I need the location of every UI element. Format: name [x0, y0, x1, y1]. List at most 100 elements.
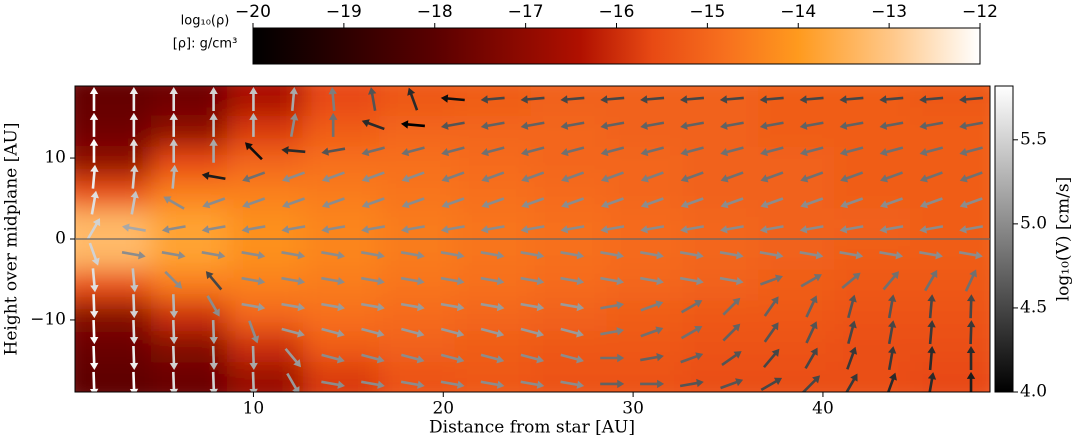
velocity-arrow	[679, 378, 704, 388]
density-colorbar	[252, 27, 981, 65]
velocity-arrow	[799, 95, 824, 104]
velocity-arrow	[121, 251, 146, 260]
density-cell	[150, 269, 228, 302]
density-cell	[75, 86, 152, 117]
velocity-arrow	[441, 171, 465, 183]
density-cell	[75, 362, 152, 392]
density-cell	[226, 331, 304, 363]
velocity-arrow	[561, 171, 585, 183]
velocity-arrow	[89, 86, 99, 111]
x-tick-label: 40	[812, 399, 834, 419]
velocity-arrow	[804, 347, 818, 370]
velocity-arrow	[840, 171, 864, 183]
velocity-arrow	[927, 372, 937, 392]
velocity-arrow	[360, 302, 385, 312]
x-tick-label: 20	[432, 399, 454, 419]
velocity-arrow	[400, 302, 425, 312]
velocity-arrow	[680, 121, 705, 130]
colorbar-tick-label: −20	[235, 2, 271, 22]
velocity-arrow	[600, 197, 624, 209]
velocity-arrow	[885, 372, 897, 392]
velocity-arrow	[206, 295, 220, 317]
velocity-arrow	[130, 190, 139, 215]
density-cell	[454, 115, 532, 148]
velocity-arrow	[560, 95, 585, 104]
velocity-arrow	[480, 327, 505, 338]
velocity-arrow	[959, 95, 984, 104]
velocity-arrow	[241, 251, 266, 260]
y-tick-label: 0	[55, 229, 66, 249]
density-cell	[834, 331, 911, 363]
velocity-arrow	[560, 353, 584, 364]
velocity-arrow	[400, 380, 425, 389]
velocity-arrow	[209, 112, 218, 137]
speed-colorbar-label: log₁₀(V) [cm/s]	[1054, 177, 1074, 302]
velocity-arrow	[122, 223, 146, 232]
velocity-arrow	[927, 346, 936, 371]
density-cell	[75, 269, 152, 302]
density-cell	[834, 86, 911, 117]
velocity-arrow	[480, 225, 505, 234]
density-cell	[758, 300, 835, 332]
velocity-arrow	[328, 86, 337, 112]
velocity-arrow	[129, 320, 139, 345]
velocity-arrow	[244, 142, 263, 161]
velocity-arrow	[361, 171, 385, 183]
density-cell	[454, 86, 532, 117]
density-cell	[226, 146, 304, 178]
velocity-arrow	[161, 225, 186, 234]
velocity-arrow	[959, 171, 983, 183]
velocity-arrow	[480, 353, 505, 364]
velocity-arrow	[680, 352, 704, 364]
velocity-arrow	[440, 94, 465, 103]
velocity-arrow	[560, 225, 585, 234]
velocity-arrow	[400, 353, 425, 364]
velocity-arrow	[839, 251, 864, 260]
velocity-arrow	[480, 95, 505, 104]
velocity-arrow	[919, 146, 944, 157]
speed-colorbar	[994, 85, 1014, 393]
colorbar-tick-label: −12	[962, 2, 998, 22]
density-cell	[454, 177, 532, 209]
velocity-arrow	[242, 171, 266, 183]
density-cell	[226, 269, 304, 302]
density-cell	[758, 362, 835, 392]
velocity-arrow	[440, 302, 465, 312]
velocity-arrow	[959, 121, 984, 130]
velocity-arrow	[847, 294, 857, 319]
velocity-arrow	[600, 327, 625, 336]
velocity-arrow	[759, 121, 784, 130]
velocity-arrow	[760, 197, 784, 209]
velocity-arrow	[560, 327, 584, 338]
velocity-arrow	[760, 377, 783, 392]
velocity-arrow	[89, 138, 99, 163]
density-cell	[75, 208, 152, 240]
density-cell	[530, 208, 608, 240]
density-cell	[150, 300, 228, 332]
velocity-arrow	[966, 320, 976, 345]
velocity-arrow	[919, 95, 944, 104]
velocity-arrow	[89, 112, 99, 137]
velocity-arrow	[481, 171, 505, 183]
velocity-arrow	[640, 225, 665, 234]
density-label: log₁₀(ρ)	[181, 14, 230, 29]
velocity-arrow	[281, 251, 306, 260]
density-cell	[530, 362, 608, 392]
velocity-arrow	[90, 190, 99, 215]
velocity-arrow	[481, 197, 505, 209]
velocity-arrow	[847, 320, 857, 345]
velocity-arrow	[241, 302, 266, 312]
velocity-arrow	[361, 353, 385, 364]
density-cell	[75, 115, 152, 148]
velocity-arrow	[361, 146, 385, 157]
velocity-arrow	[880, 171, 904, 183]
density-cell	[454, 269, 532, 302]
velocity-arrow	[763, 322, 779, 343]
velocity-arrow	[640, 352, 664, 362]
density-cell	[75, 177, 152, 209]
density-cell	[910, 362, 990, 392]
density-cell	[682, 177, 759, 209]
velocity-arrow	[560, 251, 585, 260]
density-cell	[75, 331, 152, 363]
